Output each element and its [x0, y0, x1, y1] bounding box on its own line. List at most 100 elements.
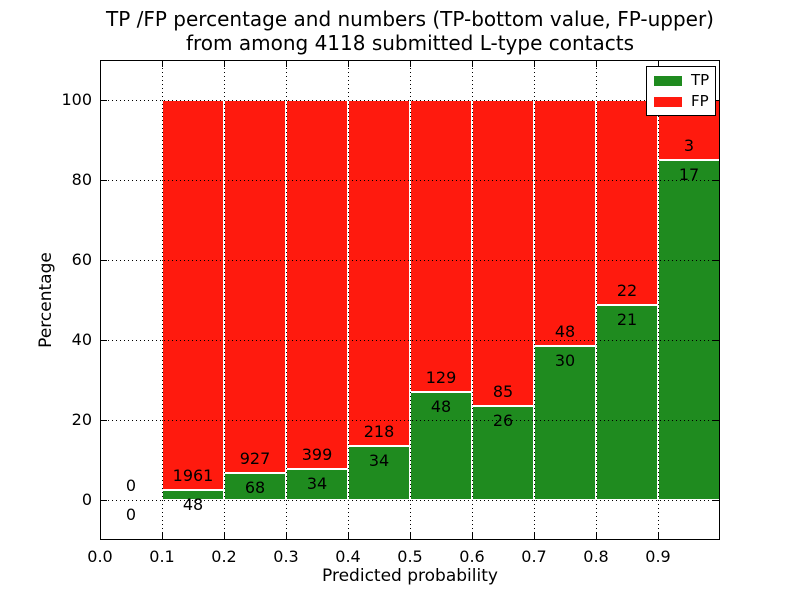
bar-segment-tp — [348, 446, 410, 500]
bar-label-tp: 48 — [430, 396, 452, 416]
y-tick-label: 80 — [71, 170, 92, 189]
gridline-x — [223, 60, 225, 540]
legend-label: FP — [691, 92, 709, 110]
x-axis-label: Predicted probability — [322, 566, 498, 586]
x-tick — [161, 533, 163, 540]
bar-label-tp: 26 — [492, 411, 514, 431]
bar-segment-fp — [224, 100, 286, 473]
bar-label-tp: 34 — [306, 473, 328, 493]
legend-entry-tp: TP — [647, 70, 715, 91]
bar-label-fp: 3 — [683, 136, 695, 155]
bar-label-tp: 68 — [244, 477, 266, 497]
gridline-y — [100, 419, 720, 421]
x-tick — [471, 533, 473, 540]
x-tick-top — [657, 60, 659, 67]
y-tick-label: 40 — [71, 330, 92, 349]
x-tick-top — [471, 60, 473, 67]
y-tick-right — [713, 499, 720, 501]
y-tick — [100, 339, 107, 341]
y-tick-right — [713, 99, 720, 101]
bar-label-fp: 927 — [239, 448, 271, 468]
bar-segment-fp — [410, 100, 472, 392]
x-tick — [595, 533, 597, 540]
x-tick-top — [99, 60, 101, 67]
x-tick — [285, 533, 287, 540]
bar-segment-fp — [596, 100, 658, 305]
x-tick — [533, 533, 535, 540]
x-tick — [347, 533, 349, 540]
bar-label-tp: 48 — [182, 495, 204, 515]
bar-segment-fp — [534, 100, 596, 347]
y-tick — [100, 419, 107, 421]
bar-segment-fp — [348, 100, 410, 447]
legend-swatch-tp — [654, 75, 682, 86]
legend-entry-fp: FP — [647, 91, 715, 112]
bar-label-fp: 85 — [492, 382, 514, 402]
x-tick-label: 0.5 — [397, 547, 423, 566]
x-tick-label: 0.6 — [459, 547, 485, 566]
legend-swatch-fp — [654, 96, 682, 107]
y-tick-label: 0 — [81, 490, 92, 509]
y-tick-label: 20 — [71, 410, 92, 429]
bar-label-fp: 218 — [363, 422, 395, 442]
bar-segment-tp — [658, 160, 720, 500]
bar-label-fp: 399 — [301, 444, 333, 464]
bar-label-tp: 34 — [368, 451, 390, 471]
y-tick — [100, 99, 107, 101]
bar-segment-tp — [596, 304, 658, 500]
chart-title-line1: TP /FP percentage and numbers (TP-bottom… — [106, 7, 714, 31]
y-tick — [100, 499, 107, 501]
x-tick-top — [161, 60, 163, 67]
x-tick-label: 0.0 — [87, 547, 113, 566]
x-tick — [409, 533, 411, 540]
x-tick-top — [533, 60, 535, 67]
bar-segment-tp — [410, 391, 472, 500]
plot-area: TP FP 0 0 1961 48 927 68 399 34 218 34 129 48 85 26 48 3… — [61, 60, 720, 566]
x-tick-label: 0.4 — [335, 547, 361, 566]
y-tick-label: 100 — [61, 90, 92, 109]
x-tick — [657, 533, 659, 540]
gridline-x — [595, 60, 597, 540]
x-tick-top — [595, 60, 597, 67]
y-tick — [100, 259, 107, 261]
y-tick-right — [713, 259, 720, 261]
bar-segment-fp — [162, 100, 224, 491]
x-tick-top — [223, 60, 225, 67]
bar-label-fp: 129 — [425, 367, 457, 387]
bar-label-fp: 48 — [554, 322, 576, 342]
gridline-y — [100, 499, 720, 501]
bar-label-tp: 0 — [125, 505, 137, 524]
gridline-x — [471, 60, 473, 540]
chart-title-line2: from among 4118 submitted L-type contact… — [185, 31, 635, 55]
gridline-x — [409, 60, 411, 540]
x-tick — [99, 533, 101, 540]
bar-label-fp: 1961 — [172, 466, 214, 486]
x-tick-label: 0.1 — [149, 547, 175, 566]
gridline-y — [100, 179, 720, 181]
bar-segment-tp — [472, 406, 534, 500]
y-tick-right — [713, 419, 720, 421]
bar-label-tp: 21 — [616, 309, 638, 329]
x-tick-label: 0.8 — [583, 547, 609, 566]
gridline-y — [100, 339, 720, 341]
bar-label-fp: 0 — [125, 476, 137, 495]
gridline-x — [347, 60, 349, 540]
y-tick-right — [713, 179, 720, 181]
bar-label-tp: 17 — [678, 165, 700, 184]
bar-label-fp: 22 — [616, 280, 638, 300]
gridline-x — [285, 60, 287, 540]
y-tick-right — [713, 339, 720, 341]
legend: TP FP — [646, 66, 716, 116]
gridline-y — [100, 259, 720, 261]
gridline-y — [100, 99, 720, 101]
bar-segment-tp — [224, 472, 286, 500]
gridline-x — [533, 60, 535, 540]
bar-segment-fp — [472, 100, 534, 407]
y-tick-label: 60 — [71, 250, 92, 269]
bar-segment-tp — [534, 346, 596, 500]
bar-label-tp: 30 — [554, 351, 576, 371]
bar-segment-fp — [286, 100, 348, 469]
chart-title: TP /FP percentage and numbers (TP-bottom… — [100, 7, 720, 55]
x-tick-top — [347, 60, 349, 67]
